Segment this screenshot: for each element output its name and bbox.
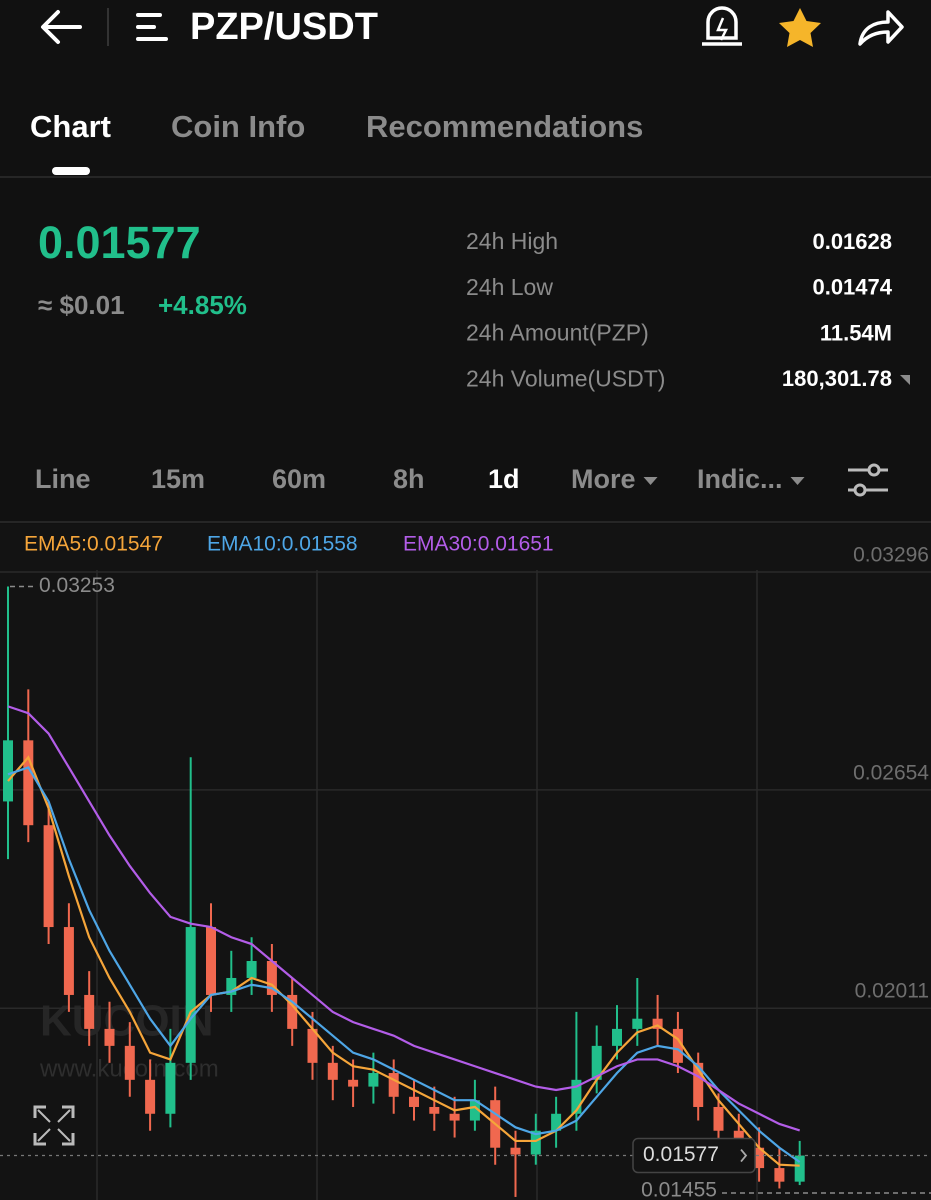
dropdown-caret <box>790 477 805 485</box>
stat-label: 24h Low <box>466 274 553 300</box>
last-price-label: 0.01577 <box>643 1143 719 1166</box>
min-label: 0.01455 <box>641 1178 717 1200</box>
candle-body <box>672 1028 683 1063</box>
candle-body <box>409 1096 419 1107</box>
candle-body <box>632 1018 643 1029</box>
ema-line <box>7 705 801 1132</box>
fiat-price: ≈ $0.01 <box>38 290 125 320</box>
candle-body <box>510 1147 521 1155</box>
stat-value: 0.01628 <box>812 229 892 254</box>
candle-body <box>429 1106 440 1114</box>
interval-option[interactable]: Indic... <box>697 464 783 494</box>
stat-label: 24h Volume(USDT) <box>466 365 665 391</box>
candle-body <box>43 825 54 928</box>
candle-body <box>327 1062 338 1080</box>
last-price: 0.01577 <box>38 217 201 268</box>
ema-line <box>7 766 801 1163</box>
candle-body <box>348 1079 359 1087</box>
settings-icon[interactable] <box>848 463 888 497</box>
candle-body <box>652 1018 663 1029</box>
vertical-grid <box>96 570 758 1200</box>
candle-body <box>388 1073 399 1097</box>
interval-option[interactable]: Line <box>35 464 91 494</box>
candle-body <box>368 1073 379 1087</box>
interval-option[interactable]: More <box>571 464 636 494</box>
candle-body <box>713 1106 724 1131</box>
stat-value: 0.01474 <box>812 275 892 300</box>
pair-title: PZP/USDT <box>190 6 378 48</box>
alert-icon[interactable] <box>702 6 742 46</box>
fullscreen-icon[interactable] <box>33 1105 75 1146</box>
tab[interactable]: Chart <box>30 109 111 144</box>
dropdown-caret <box>643 477 658 485</box>
stat-label: 24h Amount(PZP) <box>466 320 649 346</box>
candle-body <box>226 977 237 995</box>
candle-body <box>84 994 95 1029</box>
legend-entry: EMA30:0.01651 <box>403 533 554 556</box>
candle-body <box>266 960 277 995</box>
candle-body <box>571 1079 582 1114</box>
interval-option[interactable]: 60m <box>272 464 326 494</box>
candle-body <box>287 994 298 1029</box>
share-icon[interactable] <box>858 10 904 46</box>
candle-body <box>693 1062 704 1107</box>
candle-body <box>246 960 257 978</box>
candle-body <box>63 927 74 995</box>
tab[interactable]: Coin Info <box>171 109 305 144</box>
candle-body <box>206 927 216 995</box>
candle-body <box>145 1079 156 1114</box>
chart-area <box>0 524 931 1200</box>
last-price-box[interactable] <box>632 1137 756 1174</box>
y-tick-label: 0.02011 <box>855 980 929 1003</box>
max-label: 0.03253 <box>39 574 115 597</box>
candle-body <box>774 1168 785 1182</box>
interval-option[interactable]: 1d <box>488 464 520 494</box>
candle-body <box>23 740 34 826</box>
candle-body <box>612 1028 622 1046</box>
price-change: +4.85% <box>158 290 247 320</box>
candle-body <box>307 1028 318 1063</box>
candle-body <box>165 1062 176 1114</box>
candle-body <box>124 1045 135 1080</box>
tab-indicator <box>52 167 90 175</box>
interval-option[interactable]: 8h <box>393 464 425 494</box>
menu-icon[interactable] <box>136 13 168 41</box>
candle-body <box>469 1100 480 1121</box>
y-tick-label: 0.02654 <box>853 761 929 784</box>
tab[interactable]: Recommendations <box>366 109 643 144</box>
chevron <box>740 1148 748 1163</box>
candle-body <box>754 1147 765 1169</box>
legend-entry: EMA10:0.01558 <box>207 533 358 556</box>
candle-body <box>551 1113 562 1131</box>
legend-entry: EMA5:0.01547 <box>24 533 163 556</box>
ema-line <box>7 755 800 1167</box>
candle-body <box>449 1113 460 1121</box>
candle-body <box>794 1155 805 1182</box>
stat-label: 24h High <box>466 228 558 254</box>
stat-value: 11.54M <box>820 320 892 345</box>
favorite-star[interactable] <box>779 8 821 47</box>
interval-option[interactable]: 15m <box>151 464 205 494</box>
y-tick-label: 0.03296 <box>853 543 929 566</box>
back-button[interactable] <box>41 10 82 44</box>
candle-body <box>591 1045 602 1080</box>
stat-value: 180,301.78 <box>782 366 892 391</box>
candle-body <box>3 740 13 802</box>
candle-body <box>530 1130 541 1155</box>
candle-body <box>104 1028 115 1046</box>
volume-toggle[interactable] <box>900 375 910 385</box>
candle-body <box>185 927 196 1063</box>
